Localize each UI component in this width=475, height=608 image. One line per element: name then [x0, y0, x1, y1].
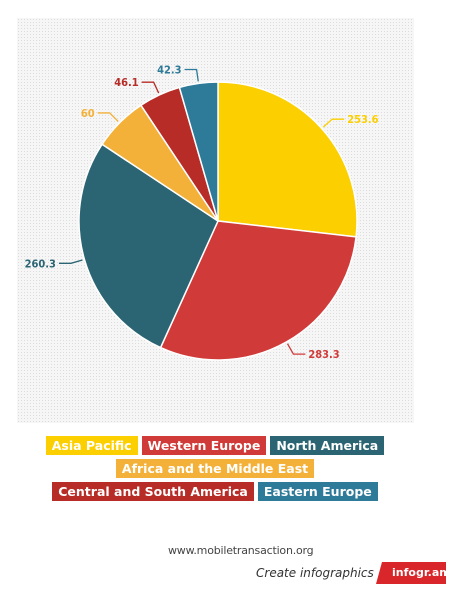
legend-item-western-europe[interactable]: Western Europe	[141, 436, 267, 455]
legend-item-eastern-europe[interactable]: Eastern Europe	[257, 482, 378, 501]
brand-badge[interactable]	[376, 562, 446, 584]
data-label-western-europe: 283.3	[308, 348, 339, 361]
data-label-asia-pacific: 253.6	[347, 113, 378, 126]
legend: Asia Pacific Western Europe North America A…	[0, 436, 430, 505]
legend-row: Africa and the Middle East	[0, 459, 430, 478]
data-label-central-and-south-america: 46.1	[114, 76, 139, 89]
leader-line-central-and-south-america	[141, 81, 160, 94]
data-label-eastern-europe: 42.3	[157, 64, 182, 77]
create-infographics-link[interactable]: Create infographics	[256, 566, 374, 580]
pie-slice-asia-pacific[interactable]	[217, 81, 358, 238]
leader-line-western-europe	[286, 343, 306, 355]
legend-row: Central and South America Eastern Europe	[0, 482, 430, 501]
source-text: www.mobiletransaction.org	[168, 544, 314, 557]
leader-line-north-america	[58, 259, 83, 264]
chart-area: 253.6 283.3 260.3 60 46.1 42.3	[17, 18, 414, 423]
data-label-africa-and-the-middle-east: 60	[81, 107, 95, 120]
pie-slice-eastern-europe[interactable]	[178, 81, 219, 222]
legend-item-north-america[interactable]: North America	[270, 436, 385, 455]
legend-item-asia-pacific[interactable]: Asia Pacific	[45, 436, 138, 455]
pie-slice-north-america[interactable]	[78, 143, 219, 349]
legend-item-central-and-south-america[interactable]: Central and South America	[52, 482, 254, 501]
leader-line-eastern-europe	[184, 68, 199, 82]
leader-line-asia-pacific	[322, 118, 345, 128]
pie-chart: 253.6 283.3 260.3 60 46.1 42.3	[25, 64, 379, 362]
data-label-north-america: 260.3	[25, 257, 56, 270]
leader-line-africa-and-the-middle-east	[97, 112, 119, 122]
legend-item-africa-and-the-middle-east[interactable]: Africa and the Middle East	[115, 459, 315, 478]
pie-slice-western-europe[interactable]	[159, 220, 357, 361]
brand-logo-text[interactable]: infogr.am	[392, 566, 451, 579]
legend-row: Asia Pacific Western Europe North America	[0, 436, 430, 455]
